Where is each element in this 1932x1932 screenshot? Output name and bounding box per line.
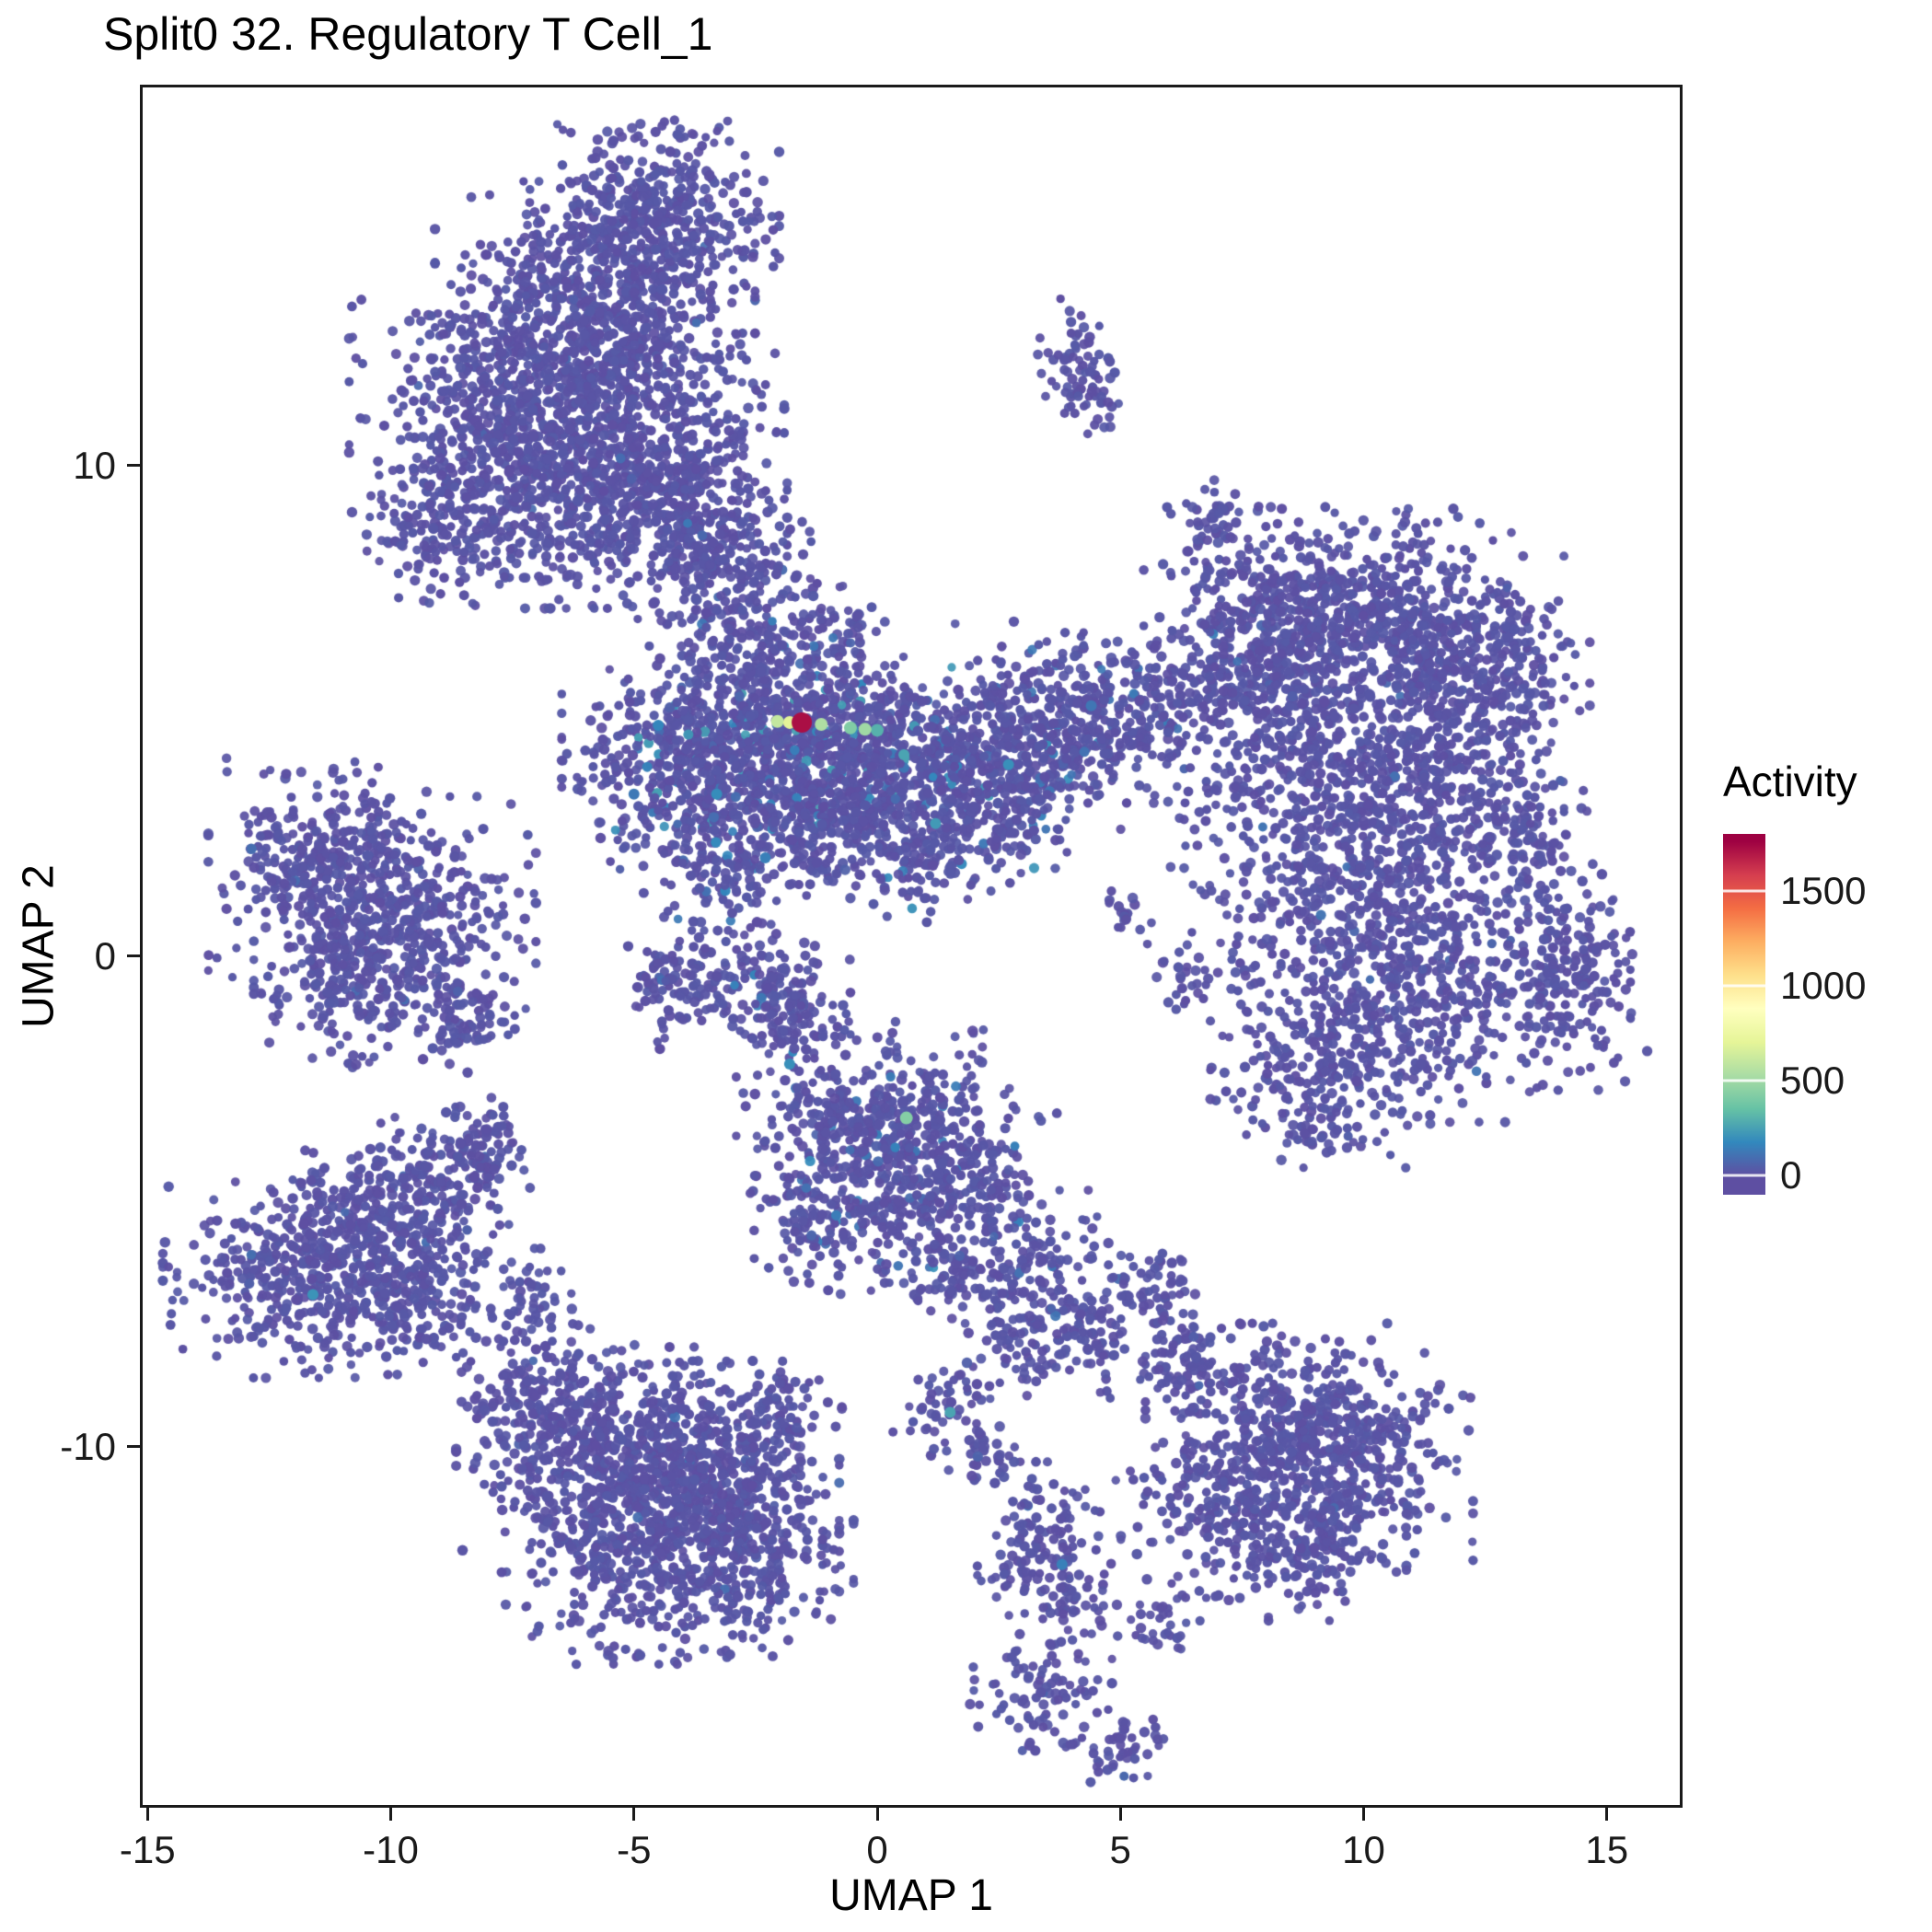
legend-tick-label: 0 <box>1780 1153 1802 1197</box>
legend-tick-mark <box>1723 889 1765 893</box>
page-title: Split0 32. Regulatory T Cell_1 <box>103 8 713 60</box>
legend-gradient <box>1723 834 1765 1195</box>
legend-tick-label: 1000 <box>1780 964 1867 1008</box>
x-tick-mark <box>632 1808 636 1821</box>
y-tick-label: 10 <box>73 443 116 487</box>
legend: Activity 0 500 1000 1500 <box>1723 757 1931 1197</box>
x-tick-label: 10 <box>1342 1828 1385 1871</box>
x-tick-mark <box>1605 1808 1609 1821</box>
legend-tick-label: 1500 <box>1780 868 1867 912</box>
legend-colorbar: 0 500 1000 1500 <box>1723 834 1931 1197</box>
legend-title: Activity <box>1723 758 1857 805</box>
x-tick-label: 5 <box>1109 1828 1131 1871</box>
y-axis-title: UMAP 2 <box>14 864 64 1028</box>
x-tick-label: -5 <box>617 1828 652 1871</box>
x-tick-mark <box>1118 1808 1122 1821</box>
x-tick-label: 0 <box>866 1828 888 1871</box>
x-axis-title: UMAP 1 <box>829 1871 993 1920</box>
y-tick-mark <box>127 464 140 468</box>
legend-tick-mark <box>1723 1079 1765 1082</box>
y-tick-mark <box>127 1445 140 1449</box>
x-tick-mark <box>389 1808 393 1821</box>
y-tick-label: -10 <box>60 1424 116 1468</box>
x-tick-label: -10 <box>363 1828 419 1871</box>
legend-tick-mark <box>1723 984 1765 988</box>
x-tick-mark <box>875 1808 879 1821</box>
x-tick-label: 15 <box>1585 1828 1629 1871</box>
legend-tick-mark <box>1723 1174 1765 1177</box>
y-tick-mark <box>127 954 140 958</box>
x-tick-mark <box>1361 1808 1365 1821</box>
y-tick-label: 0 <box>94 933 116 978</box>
x-tick-mark <box>145 1808 149 1821</box>
scatter-canvas <box>143 87 1680 1805</box>
legend-tick-label: 500 <box>1780 1059 1845 1103</box>
x-tick-label: -15 <box>119 1828 176 1871</box>
